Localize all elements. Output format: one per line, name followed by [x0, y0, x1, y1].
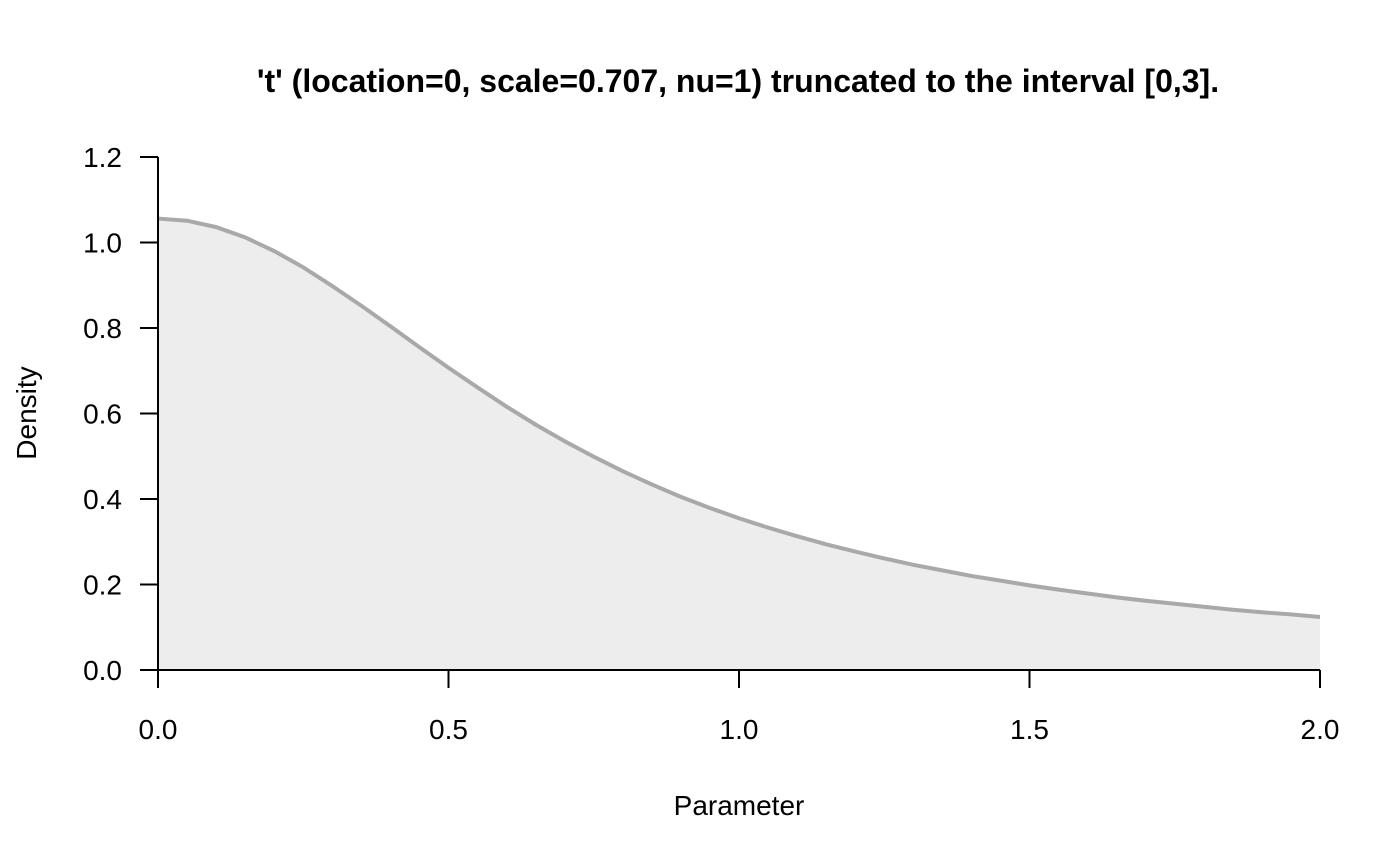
- plot-area: [157, 216, 1321, 670]
- density-curve: [157, 216, 1321, 619]
- x-axis-title: Parameter: [674, 790, 805, 821]
- chart-title: 't' (location=0, scale=0.707, nu=1) trun…: [257, 63, 1219, 99]
- y-tick-label: 0.6: [83, 399, 122, 430]
- y-tick-label: 0.8: [83, 313, 122, 344]
- y-tick-label: 0.4: [83, 484, 122, 515]
- y-tick-label: 1.2: [83, 142, 122, 173]
- y-ticks: 0.0 0.2 0.4 0.6 0.8 1.0 1.2: [83, 142, 158, 686]
- x-tick-label: 2.0: [1301, 714, 1340, 745]
- x-tick-label: 1.0: [720, 714, 759, 745]
- y-tick-label: 0.0: [83, 655, 122, 686]
- y-axis: 0.0 0.2 0.4 0.6 0.8 1.0 1.2: [83, 142, 159, 686]
- x-ticks: 0.0 0.5 1.0 1.5 2.0: [139, 670, 1340, 745]
- x-axis: 0.0 0.5 1.0 1.5 2.0: [139, 669, 1340, 745]
- x-tick-label: 1.5: [1010, 714, 1049, 745]
- x-tick-label: 0.5: [429, 714, 468, 745]
- density-area: [158, 218, 1320, 670]
- y-tick-label: 0.2: [83, 570, 122, 601]
- y-tick-label: 1.0: [83, 228, 122, 259]
- x-tick-label: 0.0: [139, 714, 178, 745]
- y-axis-title: Density: [11, 366, 42, 459]
